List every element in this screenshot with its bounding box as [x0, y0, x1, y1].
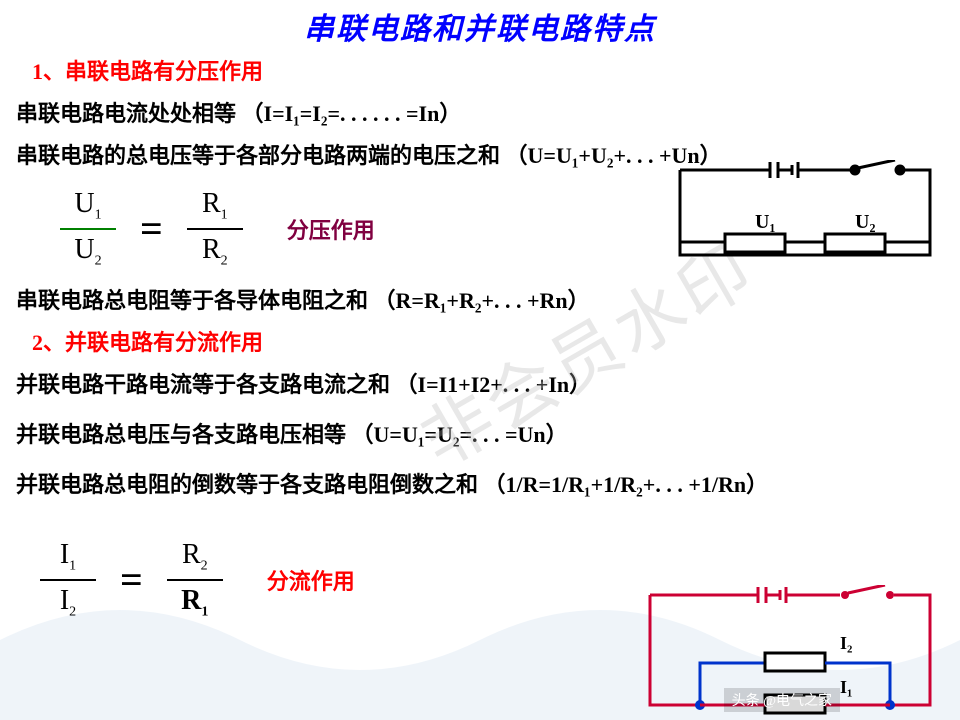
- equals-icon: =: [140, 205, 163, 252]
- series-current-text: 串联电路电流处处相等: [16, 101, 236, 126]
- parallel-current-formula: （I=I1+I2+. . . +In）: [396, 372, 592, 397]
- parallel-voltage-formula: （U=U₁=U₂=. . . =Un）: [352, 422, 568, 447]
- series-heading: 1、串联电路有分压作用: [32, 54, 960, 86]
- series-ratio-label: 分压作用: [287, 213, 375, 245]
- svg-text:I₁: I₁: [840, 677, 852, 697]
- parallel-voltage-line: 并联电路总电压与各支路电压相等 （U=U₁=U₂=. . . =Un）: [16, 417, 960, 449]
- parallel-resistance-text: 并联电路总电阻的倒数等于各支路电阻倒数之和: [16, 472, 478, 497]
- series-current-formula: （I=I₁=I₂=. . . . . . =In）: [242, 101, 462, 126]
- series-resistance-formula: （R=R₁+R₂+. . . +Rn）: [374, 288, 590, 313]
- parallel-ratio-left: I1 I2: [40, 539, 96, 620]
- parallel-heading: 2、并联电路有分流作用: [32, 325, 960, 357]
- series-voltage-text: 串联电路的总电压等于各部分电路两端的电压之和: [16, 143, 500, 168]
- parallel-resistance-line: 并联电路总电阻的倒数等于各支路电阻倒数之和 （1/R=1/R₁+1/R₂+. .…: [16, 467, 960, 499]
- parallel-current-text: 并联电路干路电流等于各支路电流之和: [16, 372, 390, 397]
- footer-attribution: 头条 @电气之家: [724, 688, 840, 712]
- series-ratio-left: U1 U2: [60, 188, 116, 269]
- parallel-ratio-right: R2 R1: [167, 539, 223, 620]
- svg-text:I₂: I₂: [840, 633, 852, 653]
- series-current-line: 串联电路电流处处相等 （I=I₁=I₂=. . . . . . =In）: [16, 96, 960, 128]
- series-ratio-right: R1 R2: [187, 188, 243, 269]
- equals-icon: =: [120, 556, 143, 603]
- parallel-ratio-label: 分流作用: [267, 564, 355, 596]
- parallel-current-line: 并联电路干路电流等于各支路电流之和 （I=I1+I2+. . . +In）: [16, 367, 960, 399]
- series-circuit-diagram: U₁ U₂: [670, 160, 940, 270]
- parallel-resistance-formula: （1/R=1/R₁+1/R₂+. . . +1/Rn）: [484, 472, 769, 497]
- svg-text:U₂: U₂: [855, 211, 875, 233]
- svg-text:U₁: U₁: [755, 211, 775, 233]
- series-resistance-text: 串联电路总电阻等于各导体电阻之和: [16, 288, 368, 313]
- parallel-voltage-text: 并联电路总电压与各支路电压相等: [16, 422, 346, 447]
- series-resistance-line: 串联电路总电阻等于各导体电阻之和 （R=R₁+R₂+. . . +Rn）: [16, 283, 960, 315]
- page-title: 串联电路和并联电路特点: [0, 0, 960, 48]
